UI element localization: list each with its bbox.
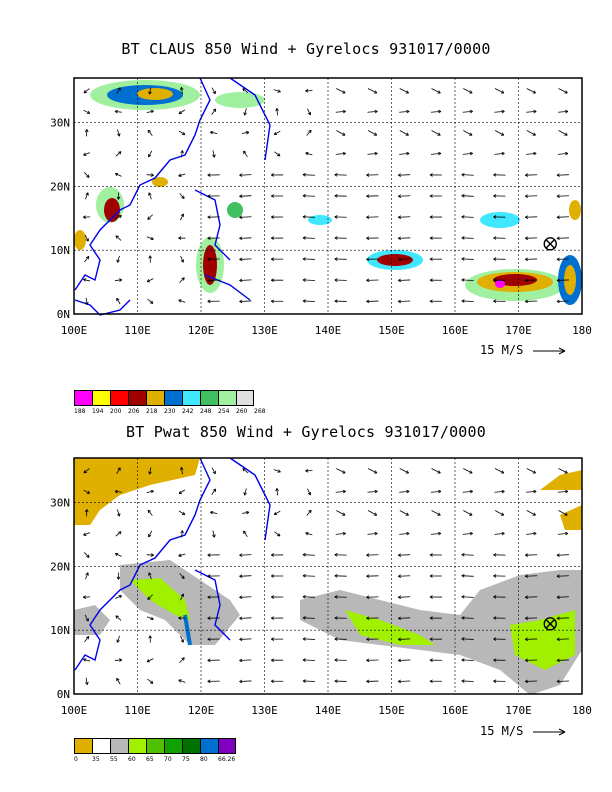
lon-tick-label: 100E — [61, 324, 88, 337]
legend-label: 248 — [200, 408, 212, 415]
cyclone-circle-x-icon — [543, 617, 557, 631]
legend-swatch — [164, 390, 182, 406]
lon-tick-label: 110E — [124, 704, 151, 717]
bottom-panel-map: 100E 110E 120E 130E 140E 150E 160E 170E 180 0N 10… — [50, 457, 592, 717]
legend-swatch — [218, 390, 236, 406]
latitude-labels: 0N 10N 20N 30N — [50, 497, 70, 701]
lat-tick-label: 10N — [50, 624, 70, 637]
legend-label: 70 — [164, 756, 172, 763]
top-panel-map: 100E 110E 120E 130E 140E 150E 160E 170E 180 0N 10… — [50, 77, 592, 337]
lon-tick-label: 120E — [188, 324, 215, 337]
lon-tick-label: 120E — [188, 704, 215, 717]
scale-arrow-icon — [532, 347, 565, 354]
top-color-legend: 188 194 200 206 218 230 242 248 254 260 268 — [74, 390, 272, 415]
lon-tick-label: 160E — [442, 704, 469, 717]
legend-swatch — [92, 390, 110, 406]
legend-label: 218 — [146, 408, 158, 415]
lon-tick-label: 160E — [442, 324, 469, 337]
lat-tick-label: 0N — [57, 308, 70, 321]
legend-swatch — [110, 738, 128, 754]
legend-label: 60 — [128, 756, 136, 763]
bottom-vector-scale: 15 M/S — [480, 724, 569, 738]
lon-tick-label: 130E — [251, 324, 278, 337]
lon-tick-label: 110E — [124, 324, 151, 337]
legend-label: 80 — [200, 756, 208, 763]
legend-label: 268 — [254, 408, 266, 415]
lon-tick-label: 170E — [505, 704, 532, 717]
lon-tick-label: 140E — [315, 704, 342, 717]
legend-swatch — [74, 390, 92, 406]
legend-label: 66.26 — [218, 756, 236, 763]
lon-tick-label: 180 — [572, 704, 592, 717]
legend-swatch — [218, 738, 236, 754]
lat-tick-label: 20N — [50, 560, 70, 573]
lon-tick-label: 130E — [251, 704, 278, 717]
legend-label: 75 — [182, 756, 190, 763]
legend-label: 254 — [218, 408, 230, 415]
legend-swatch — [128, 390, 146, 406]
legend-label: 200 — [110, 408, 122, 415]
lon-tick-label: 100E — [61, 704, 88, 717]
lon-tick-label: 180 — [572, 324, 592, 337]
legend-swatch — [164, 738, 182, 754]
legend-swatch — [182, 390, 200, 406]
lon-tick-label: 150E — [378, 704, 405, 717]
legend-label: 55 — [110, 756, 118, 763]
legend-swatch — [236, 390, 254, 406]
lat-tick-label: 30N — [50, 117, 70, 130]
lat-lon-grid — [74, 78, 582, 314]
wind-vectors — [82, 467, 569, 685]
precipitable-water-field — [74, 458, 582, 695]
top-panel-title: BT CLAUS 850 Wind + Gyrelocs 931017/0000 — [121, 40, 491, 58]
lat-tick-label: 20N — [50, 180, 70, 193]
cyclone-position-marker — [543, 237, 557, 251]
lat-tick-label: 30N — [50, 497, 70, 510]
lon-tick-label: 140E — [315, 324, 342, 337]
lon-tick-label: 150E — [378, 324, 405, 337]
latitude-labels: 0N 10N 20N 30N — [50, 117, 70, 321]
legend-label: 206 — [128, 408, 140, 415]
lat-lon-grid — [74, 458, 582, 694]
legend-label: 260 — [236, 408, 248, 415]
bottom-color-legend: 0 35 55 60 65 70 75 80 66.26 — [74, 738, 236, 763]
legend-swatch — [182, 738, 200, 754]
cloud-top-temperature-field — [74, 80, 582, 305]
legend-label: 0 — [74, 756, 78, 763]
legend-swatch — [200, 738, 218, 754]
legend-swatch — [74, 738, 92, 754]
top-vector-scale: 15 M/S — [480, 343, 569, 357]
cyclone-circle-x-icon — [543, 237, 557, 251]
legend-swatch — [110, 390, 128, 406]
legend-swatch — [128, 738, 146, 754]
legend-swatch — [200, 390, 218, 406]
bottom-scale-label: 15 M/S — [480, 724, 524, 738]
cyclone-position-marker — [543, 617, 557, 631]
legend-label: 35 — [92, 756, 100, 763]
legend-label: 230 — [164, 408, 176, 415]
longitude-labels: 100E 110E 120E 130E 140E 150E 160E 170E 180 — [61, 704, 592, 717]
lon-tick-label: 170E — [505, 324, 532, 337]
legend-label: 194 — [92, 408, 104, 415]
top-scale-label: 15 M/S — [480, 343, 524, 357]
legend-label: 242 — [182, 408, 194, 415]
legend-swatch — [146, 738, 164, 754]
legend-label: 65 — [146, 756, 154, 763]
wind-vectors — [82, 87, 569, 305]
lat-tick-label: 10N — [50, 244, 70, 257]
lat-tick-label: 0N — [57, 688, 70, 701]
legend-swatch — [92, 738, 110, 754]
scale-arrow-icon — [532, 728, 565, 735]
legend-label: 188 — [74, 408, 86, 415]
legend-swatch — [146, 390, 164, 406]
longitude-labels: 100E 110E 120E 130E 140E 150E 160E 170E 180 — [61, 324, 592, 337]
bottom-panel-title: BT Pwat 850 Wind + Gyrelocs 931017/0000 — [126, 423, 486, 441]
